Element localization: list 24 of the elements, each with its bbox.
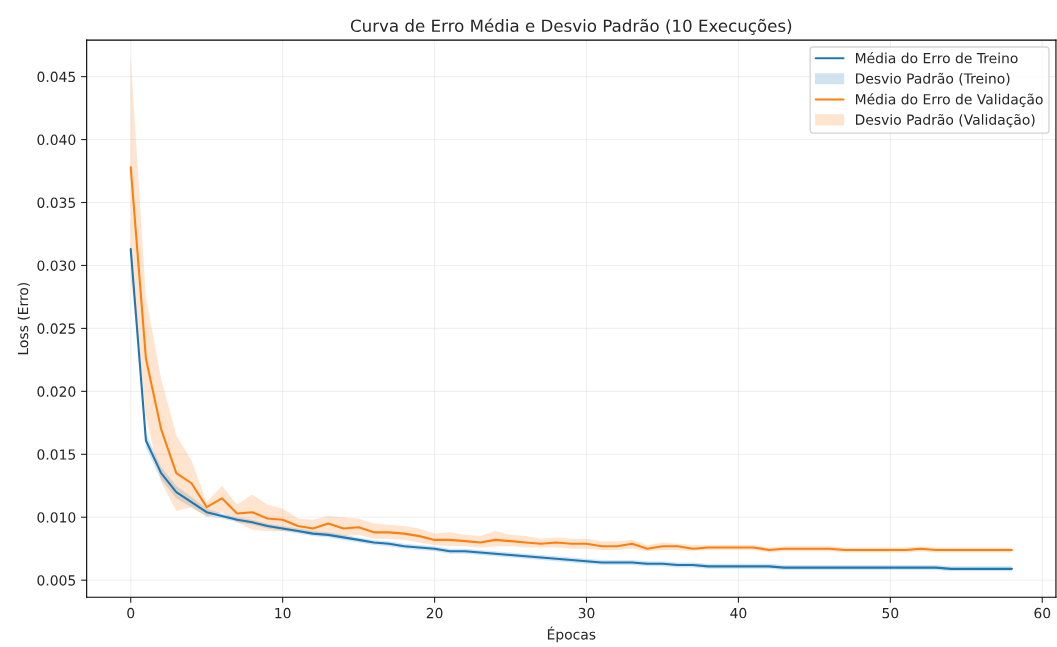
y-tick-label: 0.040: [37, 134, 76, 146]
y-tick-label: 0.035: [37, 197, 76, 208]
legend-label: Desvio Padrão (Validação): [855, 113, 1035, 128]
y-tick-label: 0.030: [37, 260, 76, 271]
line-series: [129, 166, 1013, 552]
x-tick-label: 0: [127, 607, 135, 619]
y-tick-label: 0.005: [37, 575, 76, 586]
y-axis-title: Loss (Erro): [17, 282, 30, 355]
x-tick-label: 10: [275, 607, 291, 619]
legend-label: Média do Erro de Validação: [855, 93, 1043, 107]
y-tick-label: 0.015: [37, 449, 76, 460]
y-tick-label: 0.020: [37, 386, 76, 397]
x-tick-label: 30: [578, 607, 595, 619]
y-tick-label: 0.045: [37, 71, 76, 83]
x-tick-label: 20: [426, 607, 443, 619]
x-tick-label: 60: [1034, 607, 1051, 619]
legend-label: Média do Erro de Treino: [855, 52, 1018, 64]
legend-label: Desvio Padrão (Treino): [855, 72, 1010, 86]
y-tick-label: 0.010: [37, 512, 76, 523]
y-tick-label: 0.025: [37, 323, 76, 334]
x-tick-label: 40: [730, 607, 747, 619]
chart-title: Curva de Erro Média e Desvio Padrão (10 Execuções): [350, 18, 792, 35]
x-axis-title: Épocas: [547, 626, 596, 643]
x-tick-label: 50: [882, 607, 899, 619]
